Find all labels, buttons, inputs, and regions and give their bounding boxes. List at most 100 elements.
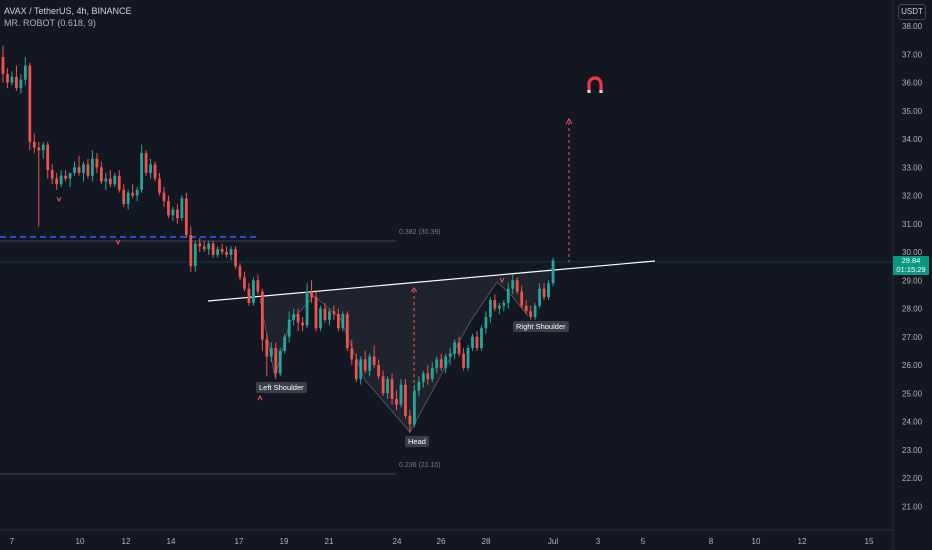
candle-body xyxy=(184,198,188,236)
candle-body xyxy=(153,164,157,179)
candle-body xyxy=(408,415,412,425)
candle-body xyxy=(489,300,492,317)
candle-body xyxy=(1,57,5,75)
candle-body xyxy=(86,164,90,176)
signal-marker xyxy=(257,394,263,401)
candle-body xyxy=(167,201,170,216)
chart-header: AVAX / TetherUS, 4h, BINANCE MR. ROBOT (… xyxy=(4,5,132,29)
candle-body xyxy=(104,178,108,182)
time-tick-label: 12 xyxy=(798,537,807,546)
candle-body xyxy=(198,243,202,247)
price-tick-label: 29.00 xyxy=(902,276,923,285)
candle-body xyxy=(332,311,336,315)
candle-body xyxy=(229,249,233,255)
price-tick-label: 22.00 xyxy=(902,474,923,483)
target-measure-arrow xyxy=(565,118,573,125)
candle-body xyxy=(216,249,220,255)
candle-body xyxy=(19,79,23,89)
candle-body xyxy=(515,280,519,292)
symbol-title[interactable]: AVAX / TetherUS, 4h, BINANCE xyxy=(4,6,132,16)
candle-body xyxy=(363,359,367,371)
candle-body xyxy=(55,178,59,185)
price-tick-label: 34.00 xyxy=(902,135,923,144)
price-tick-label: 37.00 xyxy=(902,50,923,59)
candle-body xyxy=(243,277,246,289)
candle-body xyxy=(529,311,533,317)
candle-body xyxy=(319,308,322,329)
head-label: Head xyxy=(405,436,429,447)
candle-body xyxy=(390,379,394,399)
indicator-label[interactable]: MR. ROBOT (0.618, 9) xyxy=(4,18,96,28)
candle-body xyxy=(126,192,130,204)
candle-body xyxy=(368,356,372,371)
candle-body xyxy=(506,288,510,303)
candle-body xyxy=(439,359,443,368)
time-tick-label: 19 xyxy=(280,537,289,546)
candle-body xyxy=(202,246,206,250)
candle-body xyxy=(220,249,224,252)
candle-body xyxy=(430,367,434,380)
candle-body xyxy=(551,260,555,284)
candle-body xyxy=(292,314,296,320)
bar-countdown: 01:15:29 xyxy=(896,265,926,274)
candle-body xyxy=(15,76,18,89)
time-tick-label: 8 xyxy=(709,537,714,546)
candle-body xyxy=(412,390,416,425)
candle-body xyxy=(511,280,515,289)
neckline xyxy=(207,260,656,302)
candle-body xyxy=(108,178,112,185)
magnet-icon xyxy=(587,76,603,93)
candle-body xyxy=(64,175,67,179)
candle-body xyxy=(426,373,430,380)
candle-body xyxy=(269,348,273,357)
candle-body xyxy=(77,167,81,173)
candle-body xyxy=(144,153,148,173)
candle-body xyxy=(395,398,398,405)
candle-body xyxy=(354,359,358,380)
candle-body xyxy=(91,158,94,176)
left-shoulder-label: Left Shoulder xyxy=(256,382,307,393)
time-tick-label: 28 xyxy=(482,537,491,546)
candle-body xyxy=(189,235,193,267)
price-tick-label: 23.00 xyxy=(902,446,923,455)
fib-label-0236: 0.236 (22.10) xyxy=(399,462,441,469)
candle-body xyxy=(377,365,380,377)
candle-body xyxy=(287,319,291,337)
price-tick-label: 32.00 xyxy=(902,192,923,201)
candles-group xyxy=(1,45,555,433)
signal-marker xyxy=(115,239,121,246)
candle-body xyxy=(350,348,354,360)
candle-body xyxy=(466,348,470,368)
time-tick-label: 26 xyxy=(437,537,446,546)
candle-body xyxy=(328,311,331,320)
fib-label-0382: 0.382 (30.39) xyxy=(399,229,441,236)
time-tick-label: 24 xyxy=(393,537,402,546)
candle-body xyxy=(462,353,465,368)
candle-body xyxy=(131,192,135,196)
time-tick-label: Jul xyxy=(548,537,558,546)
current-price-tag: 29.84 01:15:29 xyxy=(893,256,929,275)
candle-body xyxy=(386,379,389,394)
candle-body xyxy=(444,356,448,368)
candle-body xyxy=(256,280,260,292)
candle-body xyxy=(50,170,54,179)
currency-button[interactable]: USDT xyxy=(898,4,926,20)
candle-body xyxy=(372,356,376,365)
candle-body xyxy=(448,353,452,357)
candle-body xyxy=(41,144,45,151)
candle-body xyxy=(345,314,349,349)
candle-body xyxy=(211,243,215,255)
candle-body xyxy=(99,167,103,182)
candle-body xyxy=(171,209,175,216)
candle-body xyxy=(296,314,300,323)
candle-body xyxy=(497,305,501,309)
candle-body xyxy=(247,288,251,303)
candle-body xyxy=(176,209,179,219)
candle-body xyxy=(359,359,363,380)
candle-body xyxy=(95,158,99,168)
time-tick-label: 17 xyxy=(235,537,244,546)
candle-body xyxy=(234,249,237,267)
candle-body xyxy=(475,336,479,349)
candle-body xyxy=(323,308,327,320)
